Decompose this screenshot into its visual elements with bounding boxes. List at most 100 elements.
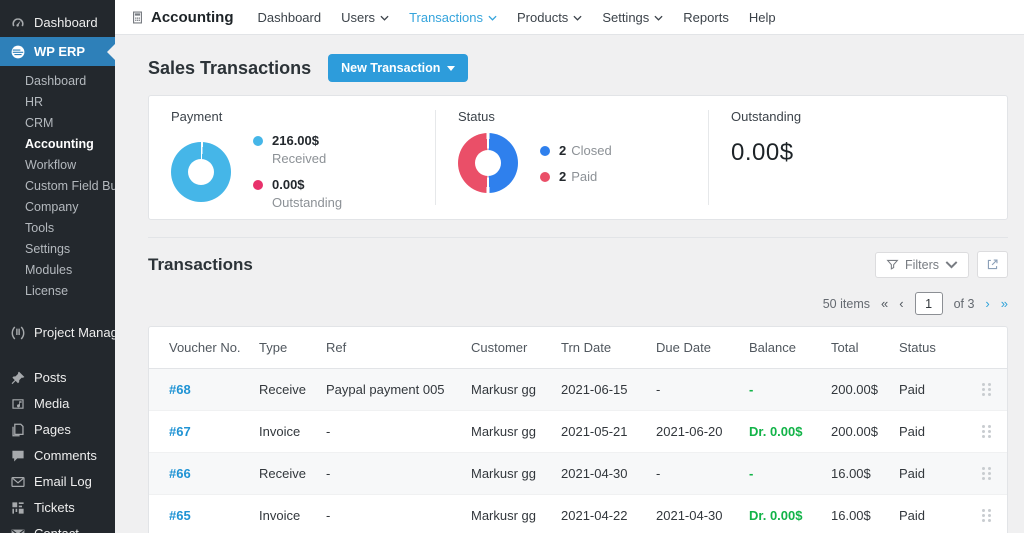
sidebar-subitem-workflow[interactable]: Workflow [25,158,77,172]
row-actions-menu[interactable] [980,421,993,442]
chevron-down-icon [488,15,497,21]
table-header-row: Voucher No. Type Ref Customer Trn Date D… [149,327,1007,369]
row-actions-menu[interactable] [980,505,993,526]
cell-customer: Markusr gg [471,382,537,397]
first-page-button[interactable]: « [880,296,889,311]
sidebar-item-posts[interactable]: Posts [0,365,115,390]
next-page-button[interactable]: › [985,296,990,311]
filters-label: Filters [904,257,939,272]
sidebar-subitem-settings[interactable]: Settings [25,242,71,256]
cell-total: 16.00$ [831,466,871,481]
sidebar-item-tickets[interactable]: Tickets [0,495,115,520]
sidebar-item-contact[interactable]: Contact [0,521,115,533]
sidebar-subitem-company[interactable]: Company [25,200,79,214]
wp-erp-submenu: Dashboard HR CRM Accounting Workflow Cus… [0,66,115,310]
legend-item-outstanding: 0.00$ Outstanding [253,177,342,210]
sidebar-subitem-tools[interactable]: Tools [25,221,55,235]
card-divider [435,110,436,205]
sidebar-item-dashboard[interactable]: Dashboard [0,8,115,37]
col-due-date: Due Date [656,340,711,355]
kebab-icon [982,425,991,438]
accounting-top-nav: Accounting Dashboard Users Transactions … [115,0,1024,35]
row-actions-menu[interactable] [980,463,993,484]
nav-item-dashboard[interactable]: Dashboard [248,0,332,34]
legend-item-paid: 2 Paid [540,169,612,184]
list-actions: Filters [874,251,1008,278]
voucher-link[interactable]: #68 [169,382,191,397]
sidebar-subitem-crm[interactable]: CRM [25,116,54,130]
legend-item-closed: 2 Closed [540,143,612,158]
sidebar-item-pages[interactable]: Pages [0,417,115,442]
chevron-down-icon [654,15,663,21]
sidebar-subitem-accounting[interactable]: Accounting [25,137,94,151]
voucher-link[interactable]: #65 [169,508,191,523]
cell-customer: Markusr gg [471,424,537,439]
voucher-link[interactable]: #67 [169,424,191,439]
nav-item-label: Help [748,9,776,25]
kebab-icon [982,383,991,396]
pin-icon [9,369,26,386]
funnel-icon [886,258,899,271]
nav-item-label: Products [517,9,569,25]
sidebar-item-label: Media [34,396,70,411]
col-type: Type [259,340,288,355]
nav-item-settings[interactable]: Settings [592,0,673,34]
cell-ref: - [326,424,331,439]
accounting-brand: Accounting [130,9,234,26]
received-label: Received [272,151,327,166]
filters-button[interactable]: Filters [874,251,969,278]
nav-item-help[interactable]: Help [739,0,786,34]
sidebar-item-wp-erp[interactable]: WP ERP [0,37,115,66]
chevron-down-icon [945,258,958,271]
col-customer: Customer [471,340,528,355]
sidebar-core-group: Posts Media Pages Comments [0,365,115,533]
cell-trn-date: 2021-04-22 [561,508,628,523]
col-voucher-no: Voucher No. [169,340,241,355]
transactions-title: Transactions [148,254,253,274]
pagination: 50 items « ‹ of 3 › » [148,292,1008,315]
media-icon [9,395,26,412]
col-ref: Ref [326,340,347,355]
row-actions-menu[interactable] [980,379,993,400]
sidebar-subitem-license[interactable]: License [25,284,69,298]
cell-customer: Markusr gg [471,508,537,523]
nav-item-users[interactable]: Users [331,0,399,34]
page-number-input[interactable] [914,292,943,315]
chevron-down-icon [573,15,582,21]
kebab-icon [982,509,991,522]
contact-envelope-icon [9,525,26,533]
nav-item-transactions[interactable]: Transactions [399,0,507,34]
sidebar-item-project-manager[interactable]: Project Manager [0,316,115,349]
col-trn-date: Trn Date [561,340,612,355]
outstanding-summary: Outstanding 0.00$ [709,96,1007,219]
last-page-button[interactable]: » [1000,296,1008,311]
export-button[interactable] [977,251,1008,278]
page-total-label: of 3 [953,296,975,311]
new-transaction-button[interactable]: New Transaction [328,54,469,82]
closed-count: 2 [559,142,567,158]
sidebar-item-email-log[interactable]: Email Log [0,469,115,494]
sidebar-item-comments[interactable]: Comments [0,443,115,468]
sidebar-subitem-hr[interactable]: HR [25,95,44,109]
outstanding-label: Outstanding [272,195,343,210]
sidebar-subitem-dashboard[interactable]: Dashboard [25,74,87,88]
nav-item-label: Reports [683,9,729,25]
paid-count: 2 [559,168,567,184]
sidebar-item-label: Contact [34,526,79,533]
page-head: Sales Transactions New Transaction [148,54,1008,82]
brand-label: Accounting [151,8,234,26]
col-total: Total [831,340,859,355]
cell-type: Receive [259,466,306,481]
project-manager-icon [9,324,26,341]
outstanding-dot-icon [253,180,263,190]
nav-item-products[interactable]: Products [507,0,592,34]
sidebar-subitem-custom-field-builder[interactable]: Custom Field Builder [25,179,115,193]
nav-item-reports[interactable]: Reports [673,0,739,34]
sidebar-subitem-modules[interactable]: Modules [25,263,73,277]
legend-item-received: 216.00$ Received [253,133,342,166]
sidebar-item-media[interactable]: Media [0,391,115,416]
sidebar-item-label: Project Manager [34,325,115,340]
voucher-link[interactable]: #66 [169,466,191,481]
col-balance: Balance [749,340,796,355]
prev-page-button[interactable]: ‹ [899,296,904,311]
